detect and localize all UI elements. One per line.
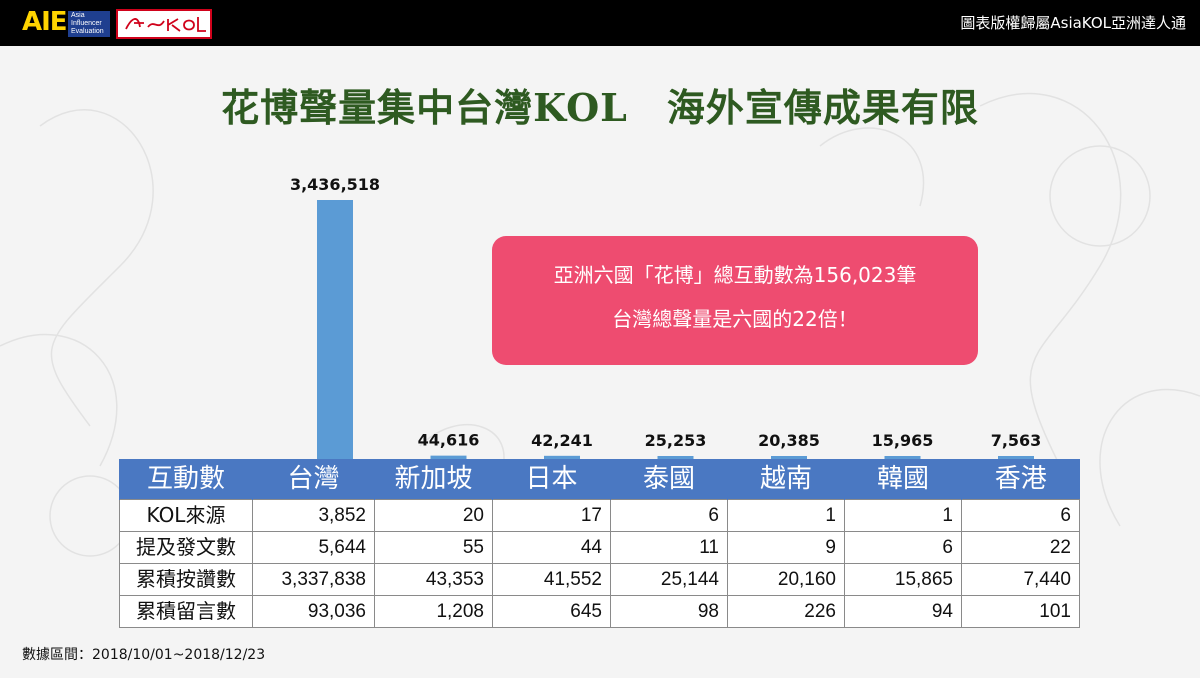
table-cell: 3,337,838 bbox=[252, 563, 375, 596]
table-row-label: 累積按讚數 bbox=[119, 563, 253, 596]
table-header-country: 越南 bbox=[727, 459, 845, 500]
table-header-country: 新加坡 bbox=[374, 459, 493, 500]
table-header-country: 台灣 bbox=[252, 459, 375, 500]
table-cell: 1 bbox=[844, 499, 962, 532]
bar-value-label: 7,563 bbox=[991, 431, 1042, 450]
table-cell: 22 bbox=[961, 531, 1080, 564]
table-row-label: KOL來源 bbox=[119, 499, 253, 532]
table-cell: 43,353 bbox=[374, 563, 493, 596]
table-header-country: 韓國 bbox=[844, 459, 962, 500]
table-cell: 7,440 bbox=[961, 563, 1080, 596]
bar-3 bbox=[544, 455, 580, 459]
table-cell: 94 bbox=[844, 595, 962, 628]
table-row: KOL來源 3,852 20 17 6 1 1 6 bbox=[119, 499, 1080, 532]
table-cell: 226 bbox=[727, 595, 845, 628]
table-cell: 20 bbox=[374, 499, 493, 532]
table-cell: 11 bbox=[610, 531, 728, 564]
aie-logo-subtext: Asia Influencer Evaluation bbox=[68, 11, 110, 37]
table-cell: 1,208 bbox=[374, 595, 493, 628]
table-cell: 20,160 bbox=[727, 563, 845, 596]
chart-title: 花博聲量集中台灣KOL 海外宣傳成果有限 bbox=[221, 85, 979, 130]
callout-line-2: 台灣總聲量是六國的22倍！ bbox=[612, 307, 858, 331]
bar-2 bbox=[430, 455, 467, 459]
summary-callout: 亞洲六國「花博」總互動數為156,023筆 台灣總聲量是六國的22倍！ bbox=[492, 236, 978, 365]
bar-4 bbox=[657, 456, 694, 459]
bar-value-label: 3,436,518 bbox=[290, 175, 380, 194]
table-cell: 645 bbox=[492, 595, 611, 628]
table-cell: 98 bbox=[610, 595, 728, 628]
table-row: 累積按讚數 3,337,838 43,353 41,552 25,144 20,160 15… bbox=[119, 563, 1080, 596]
table-header-country: 日本 bbox=[492, 459, 611, 500]
date-range-footnote: 數據區間：2018/10/01~2018/12/23 bbox=[22, 647, 266, 663]
bar-value-label: 42,241 bbox=[531, 431, 593, 450]
bar-value-label: 20,385 bbox=[758, 431, 820, 450]
aie-logo: AIE bbox=[22, 7, 68, 37]
bar-1 bbox=[317, 200, 353, 459]
table-cell: 9 bbox=[727, 531, 845, 564]
copyright-notice: 圖表版權歸屬AsiaKOL亞洲達人通 bbox=[960, 14, 1186, 32]
table-header-country: 泰國 bbox=[610, 459, 728, 500]
table-cell: 41,552 bbox=[492, 563, 611, 596]
table-cell: 101 bbox=[961, 595, 1080, 628]
asiakol-signature-logo bbox=[116, 9, 212, 39]
bar-value-label: 15,965 bbox=[872, 431, 934, 450]
top-bar: AIE Asia Influencer Evaluation 圖表版權歸屬Asi… bbox=[0, 0, 1200, 46]
table-row: 累積留言數 93,036 1,208 645 98 226 94 101 bbox=[119, 595, 1080, 628]
table-row-label: 提及發文數 bbox=[119, 531, 253, 564]
table-row: 提及發文數 5,644 55 44 11 9 6 22 bbox=[119, 531, 1080, 564]
floral-background bbox=[0, 92, 1200, 557]
table-cell: 3,852 bbox=[252, 499, 375, 532]
table-cell: 6 bbox=[961, 499, 1080, 532]
bar-6 bbox=[884, 456, 921, 459]
table-cell: 15,865 bbox=[844, 563, 962, 596]
bar-7 bbox=[998, 456, 1034, 459]
table-row-label: 累積留言數 bbox=[119, 595, 253, 628]
interaction-table: 互動數 台灣 新加坡 日本 泰國 越南 韓國 香港 KOL來源 3,852 20 17 6 1 1 6 提及… bbox=[119, 459, 1080, 628]
table-cell: 5,644 bbox=[252, 531, 375, 564]
table-header-row: 互動數 台灣 新加坡 日本 泰國 越南 韓國 香港 bbox=[119, 459, 1080, 500]
table-cell: 25,144 bbox=[610, 563, 728, 596]
table-cell: 6 bbox=[844, 531, 962, 564]
callout-line-1: 亞洲六國「花博」總互動數為156,023筆 bbox=[553, 263, 917, 287]
table-cell: 55 bbox=[374, 531, 493, 564]
bar-value-label: 25,253 bbox=[645, 431, 707, 450]
table-header-country: 香港 bbox=[961, 459, 1080, 500]
table-cell: 93,036 bbox=[252, 595, 375, 628]
table-corner-header: 互動數 bbox=[119, 459, 253, 500]
table-cell: 44 bbox=[492, 531, 611, 564]
table-cell: 6 bbox=[610, 499, 728, 532]
table-cell: 17 bbox=[492, 499, 611, 532]
table-cell: 1 bbox=[727, 499, 845, 532]
bar-value-label: 44,616 bbox=[418, 431, 480, 450]
bar-5 bbox=[771, 456, 807, 459]
